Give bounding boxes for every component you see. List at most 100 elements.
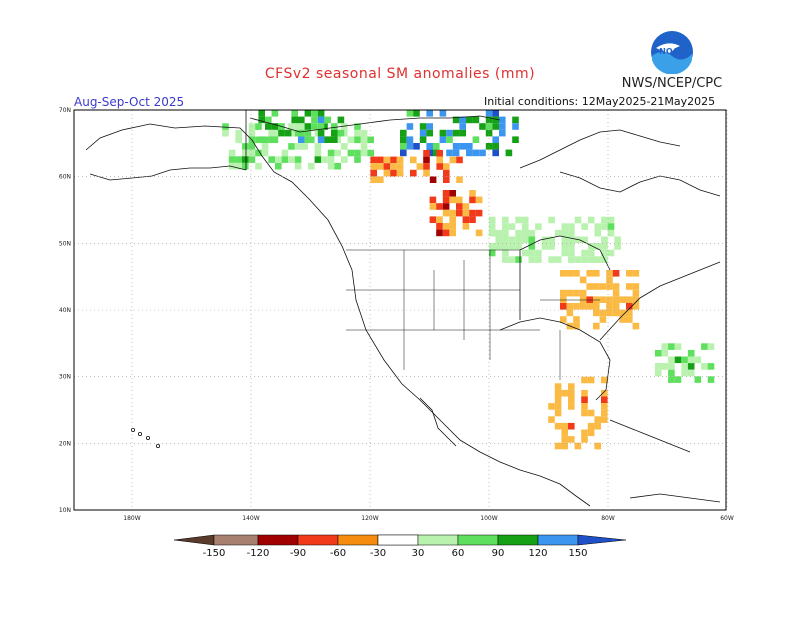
anomaly-cell	[416, 163, 424, 170]
anomaly-cell	[756, 210, 763, 217]
anomaly-cell	[317, 136, 325, 143]
anomaly-cell	[488, 216, 496, 224]
anomaly-cell	[568, 249, 575, 257]
anomaly-cell	[449, 196, 456, 204]
anomaly-cell	[429, 176, 437, 183]
anomaly-cell	[505, 149, 513, 157]
anomaly-cell	[776, 197, 783, 204]
anomaly-cell	[554, 422, 562, 430]
anomaly-cell	[568, 396, 575, 404]
anomaly-cell	[492, 136, 499, 143]
anomaly-cell	[796, 177, 800, 184]
anomaly-cell	[668, 356, 675, 364]
anomaly-cell	[612, 296, 620, 303]
anomaly-cell	[594, 422, 601, 430]
anomaly-cell	[383, 163, 391, 170]
anomaly-cell	[626, 303, 633, 310]
anomaly-cell	[446, 129, 453, 137]
anomaly-cell	[528, 236, 536, 244]
anomaly-cell	[291, 110, 298, 117]
anomaly-cell	[360, 129, 368, 137]
anomaly-cell	[701, 343, 708, 350]
colorbar-label: -120	[247, 548, 270, 559]
anomaly-cell	[632, 270, 640, 277]
anomaly-cell	[560, 296, 567, 303]
anomaly-cell	[586, 296, 593, 303]
anomaly-cell	[766, 297, 773, 304]
anomaly-cell	[796, 183, 800, 190]
lat-lon-grid	[74, 110, 728, 510]
anomaly-cell	[568, 236, 575, 244]
colorbar-segment	[337, 534, 379, 546]
anomaly-cell	[739, 303, 746, 310]
anomaly-cell	[242, 156, 249, 163]
lat-tick-label: 10N	[59, 507, 71, 514]
anomaly-cell	[599, 296, 607, 303]
anomaly-cell	[390, 163, 397, 170]
coastline	[85, 123, 591, 507]
anomaly-cell	[587, 256, 595, 263]
anomaly-cell	[776, 177, 783, 184]
anomaly-cell	[587, 249, 595, 257]
lat-tick-label: 20N	[59, 440, 71, 447]
anomaly-cell	[396, 156, 404, 164]
anomaly-cell	[265, 116, 272, 124]
anomaly-cell	[449, 223, 456, 230]
anomaly-cell	[452, 149, 460, 157]
anomaly-cell	[406, 143, 414, 150]
anomaly-cell	[462, 216, 470, 223]
anomaly-cell	[607, 229, 615, 237]
anomaly-cell	[707, 376, 715, 383]
anomaly-cell	[626, 316, 633, 323]
lat-tick-labels: 10N 20N 30N 40N 50N 60N 70N	[59, 107, 71, 514]
anomaly-cell	[573, 322, 580, 330]
anomaly-cell	[485, 116, 493, 124]
anomaly-cell	[739, 297, 746, 304]
anomaly-cell	[789, 183, 796, 190]
anomaly-cell	[396, 163, 404, 170]
anomaly-cell	[449, 209, 456, 217]
anomaly-cell	[561, 223, 569, 230]
anomaly-cell	[674, 343, 682, 350]
anomaly-cell	[707, 363, 715, 370]
anomaly-cell	[281, 156, 289, 163]
anomaly-cell	[347, 149, 355, 157]
anomaly-cell	[599, 283, 607, 290]
anomaly-cell	[423, 156, 430, 164]
anomaly-cell	[535, 256, 542, 263]
anomaly-cell	[581, 436, 588, 443]
anomaly-cell	[298, 136, 305, 143]
colorbar-label: 60	[452, 548, 465, 559]
anomaly-cell	[436, 156, 443, 164]
anomaly-cell	[594, 416, 601, 423]
anomaly-cell	[752, 303, 759, 310]
anomaly-cell	[423, 150, 430, 157]
colorbar-segment	[257, 534, 299, 546]
anomaly-cell	[495, 229, 503, 237]
anomaly-cell	[554, 256, 562, 263]
anomaly-cell	[294, 143, 302, 150]
anomaly-cell	[469, 190, 476, 197]
anomaly-cell	[606, 296, 613, 303]
anomaly-cell	[472, 116, 480, 124]
anomaly-cell	[499, 123, 506, 130]
anomaly-cell	[321, 156, 328, 163]
anomaly-cell	[242, 143, 249, 150]
forecast-period: Aug-Sep-Oct 2025	[74, 95, 185, 109]
anomaly-cell	[515, 236, 522, 244]
anomaly-cell	[694, 356, 702, 364]
anomaly-cell	[687, 356, 695, 364]
lon-tick-label: 80W	[601, 515, 615, 522]
anomaly-cell	[587, 243, 595, 250]
anomaly-cell	[614, 236, 621, 244]
anomaly-cell	[439, 129, 447, 137]
anomaly-cell	[548, 243, 555, 250]
anomaly-cell	[568, 403, 575, 410]
anomaly-cell	[586, 270, 593, 277]
island	[137, 431, 142, 436]
anomaly-cell	[612, 289, 620, 297]
anomaly-cell	[632, 289, 640, 297]
colorbar-segment	[537, 534, 579, 546]
anomaly-cell	[554, 383, 562, 390]
anomaly-cell	[354, 136, 361, 144]
